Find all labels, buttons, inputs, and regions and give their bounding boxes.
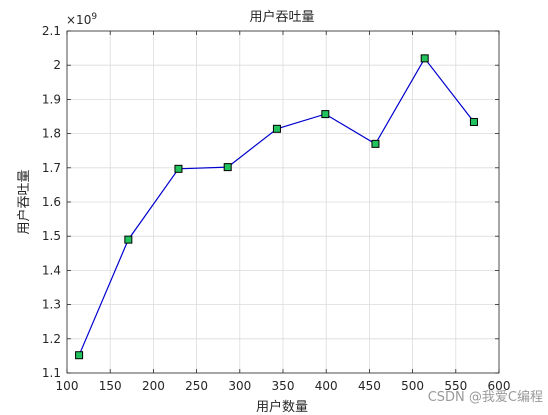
y-tick-label: 2.1 xyxy=(42,24,61,38)
data-point-marker xyxy=(469,117,478,126)
x-tick-label: 500 xyxy=(401,379,424,393)
data-point-marker xyxy=(321,110,330,119)
y-tick-label: 1.5 xyxy=(42,229,61,243)
x-tick-label: 400 xyxy=(315,379,338,393)
data-point-marker xyxy=(223,163,232,172)
y-tick-label: 1.8 xyxy=(42,127,61,141)
x-tick-label: 100 xyxy=(56,379,79,393)
x-tick-label: 300 xyxy=(228,379,251,393)
x-axis-label: 用户数量 xyxy=(256,399,308,415)
y-tick-label: 1.4 xyxy=(42,263,61,277)
x-tick-label: 450 xyxy=(358,379,381,393)
series-group xyxy=(75,54,478,360)
ticks: 100 150 200 250 300 350 400 450 500 550 600 1.1 1.2 1… xyxy=(42,24,511,393)
x-tick-label: 150 xyxy=(99,379,122,393)
y-tick-label: 2 xyxy=(53,58,61,72)
y-tick-label: 1.9 xyxy=(42,92,61,106)
y-exponent-label: ×109 xyxy=(66,12,97,27)
data-point-marker xyxy=(272,124,281,133)
y-tick-label: 1.7 xyxy=(42,161,61,175)
x-tick-label: 550 xyxy=(444,379,467,393)
y-exponent-power: 9 xyxy=(91,12,97,22)
data-point-marker xyxy=(174,164,183,173)
x-tick-label: 350 xyxy=(272,379,295,393)
watermark: CSDN @我爱C编程 xyxy=(428,390,543,405)
y-tick-label: 1.3 xyxy=(42,298,61,312)
y-tick-label: 1.2 xyxy=(42,332,61,346)
x-tick-label: 250 xyxy=(185,379,208,393)
y-axis-label: 用户吞吐量 xyxy=(16,169,32,234)
x-tick-label: 600 xyxy=(488,379,511,393)
data-point-marker xyxy=(371,139,380,148)
data-point-marker xyxy=(124,235,133,244)
data-point-marker xyxy=(420,54,429,63)
data-point-marker xyxy=(75,351,84,360)
x-tick-label: 200 xyxy=(142,379,165,393)
y-tick-label: 1.6 xyxy=(42,195,61,209)
chart-title: 用户吞吐量 xyxy=(249,9,314,25)
y-tick-label: 1.1 xyxy=(42,366,61,380)
y-exponent-base: ×10 xyxy=(66,13,91,27)
